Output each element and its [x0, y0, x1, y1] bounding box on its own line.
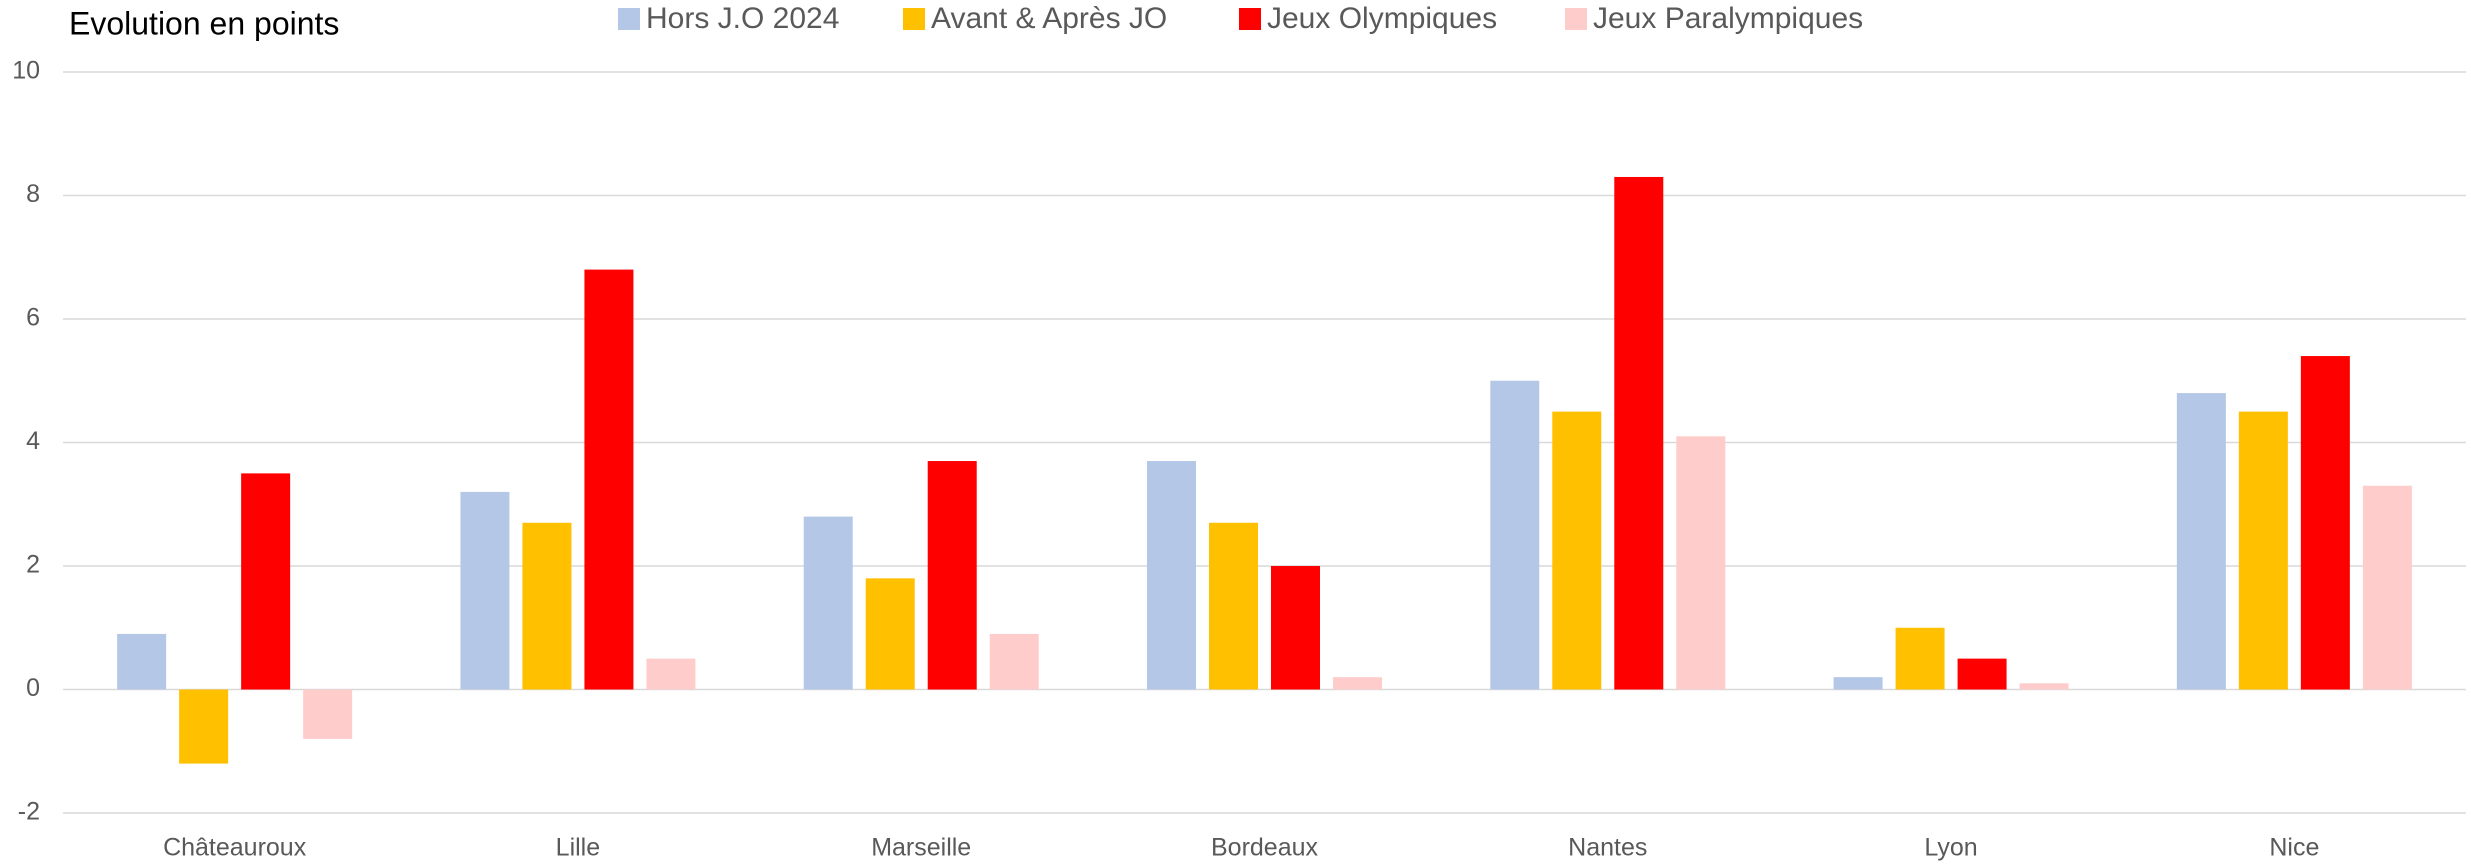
y-tick-label: -2 — [18, 798, 40, 826]
bar — [2176, 393, 2226, 690]
bar — [2362, 485, 2412, 690]
legend-swatch — [618, 8, 640, 30]
bar — [460, 491, 510, 690]
bar — [522, 522, 572, 690]
bar — [1833, 677, 1883, 690]
bar — [303, 689, 353, 739]
bar — [1333, 677, 1382, 690]
bar — [584, 269, 634, 690]
x-tick-label: Lyon — [1924, 834, 1977, 862]
legend-swatch — [903, 8, 925, 30]
bar — [241, 473, 291, 690]
bar — [865, 578, 915, 690]
y-tick-label: 10 — [12, 57, 40, 85]
x-tick-label: Lille — [556, 834, 600, 862]
x-tick-label: Nice — [2269, 834, 2319, 862]
y-tick-label: 6 — [26, 304, 40, 332]
x-tick-label: Bordeaux — [1211, 834, 1319, 862]
bar — [1614, 176, 1664, 690]
bar — [2238, 411, 2288, 690]
x-tick-label: Marseille — [871, 834, 971, 862]
bar — [1957, 658, 2007, 690]
bar — [646, 658, 696, 690]
y-tick-label: 4 — [26, 427, 40, 455]
bar — [803, 516, 853, 690]
bar — [2019, 683, 2069, 690]
legend-label: Hors J.O 2024 — [646, 2, 839, 35]
bar — [1552, 411, 1602, 690]
bar — [1676, 436, 1726, 690]
x-tick-label: Châteauroux — [163, 834, 307, 862]
legend-swatch — [1239, 8, 1261, 30]
bar — [1490, 380, 1540, 690]
bar — [1147, 461, 1196, 690]
bar — [1895, 627, 1945, 690]
legend-label: Jeux Paralympiques — [1593, 2, 1863, 35]
y-tick-label: 2 — [26, 551, 40, 579]
legend-swatch — [1565, 8, 1587, 30]
legend-label: Avant & Après JO — [931, 2, 1167, 35]
bar — [1209, 522, 1258, 690]
legend-label: Jeux Olympiques — [1267, 2, 1497, 35]
y-tick-label: 8 — [26, 180, 40, 208]
bar — [927, 461, 977, 690]
bar — [1271, 566, 1320, 690]
chart-title: Evolution en points — [69, 5, 339, 41]
bar — [2300, 356, 2350, 690]
bar — [117, 633, 167, 690]
bar — [989, 633, 1039, 690]
y-tick-label: 0 — [26, 674, 40, 702]
x-tick-label: Nantes — [1568, 834, 1647, 862]
bar — [179, 689, 229, 764]
